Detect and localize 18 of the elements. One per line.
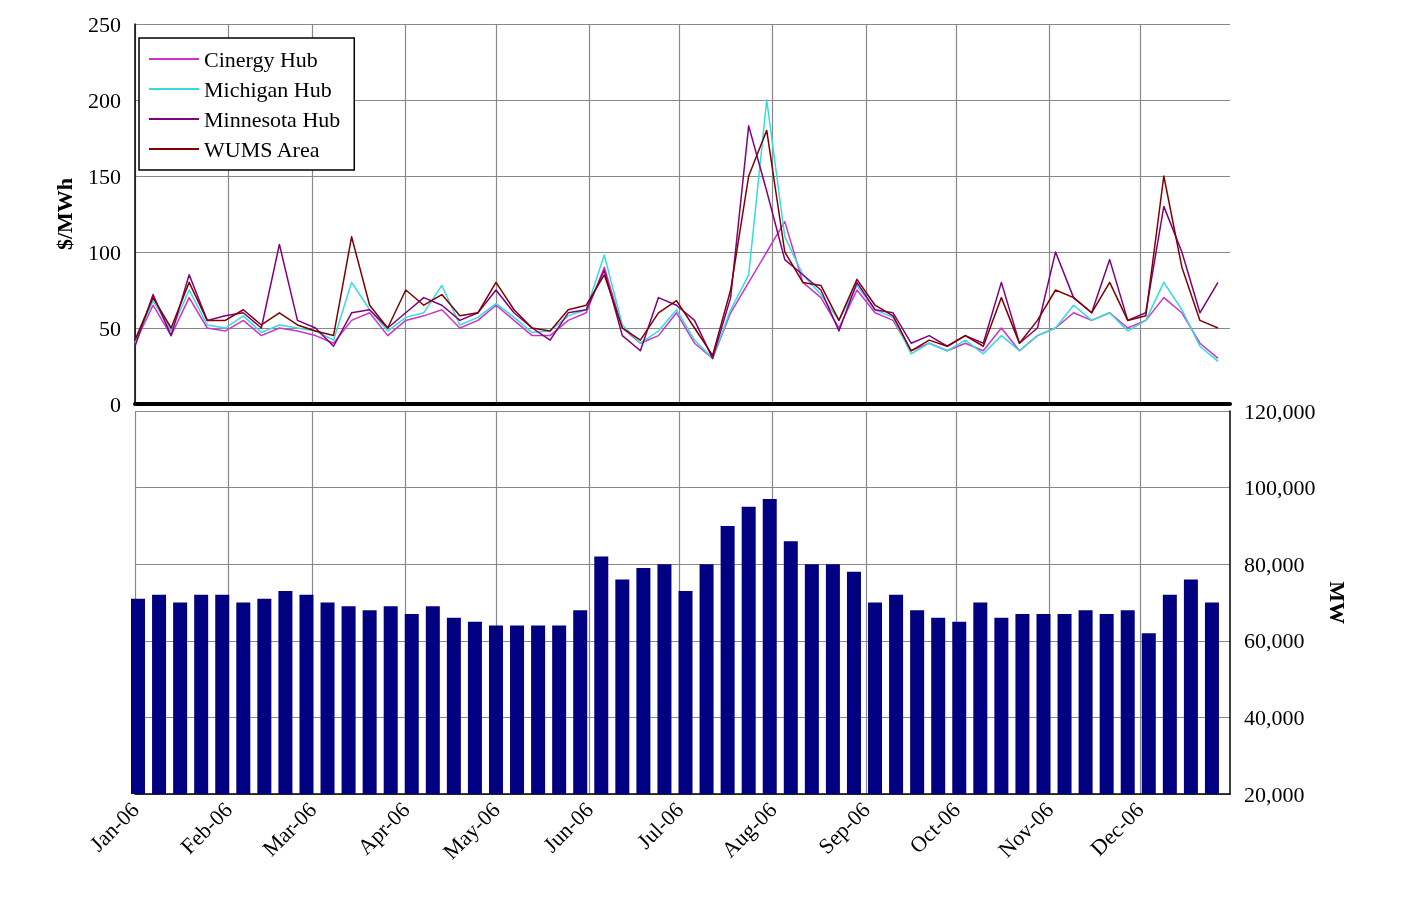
y-tick-label: 250 — [88, 11, 121, 37]
y-tick-label: 200 — [88, 87, 121, 113]
y2-axis-title: MW — [1324, 581, 1350, 624]
y-tick-label: 50 — [99, 315, 121, 341]
legend-label: Michigan Hub — [204, 76, 332, 102]
y2-tick-label: 40,000 — [1244, 704, 1305, 730]
legend-label: Minnesota Hub — [204, 106, 341, 132]
y-axis-title: $/MWh — [51, 177, 77, 251]
y-tick-label: 150 — [88, 163, 121, 189]
y2-tick-label: 60,000 — [1244, 628, 1305, 654]
y-tick-label: 0 — [110, 391, 121, 417]
y2-tick-label: 100,000 — [1244, 475, 1316, 501]
y2-tick-label: 80,000 — [1244, 551, 1305, 577]
y2-tick-label: 20,000 — [1244, 781, 1305, 807]
legend-label: WUMS Area — [204, 136, 320, 162]
y2-tick-label: 120,000 — [1244, 398, 1316, 424]
legend-label: Cinergy Hub — [204, 46, 318, 72]
y-tick-label: 100 — [88, 239, 121, 265]
